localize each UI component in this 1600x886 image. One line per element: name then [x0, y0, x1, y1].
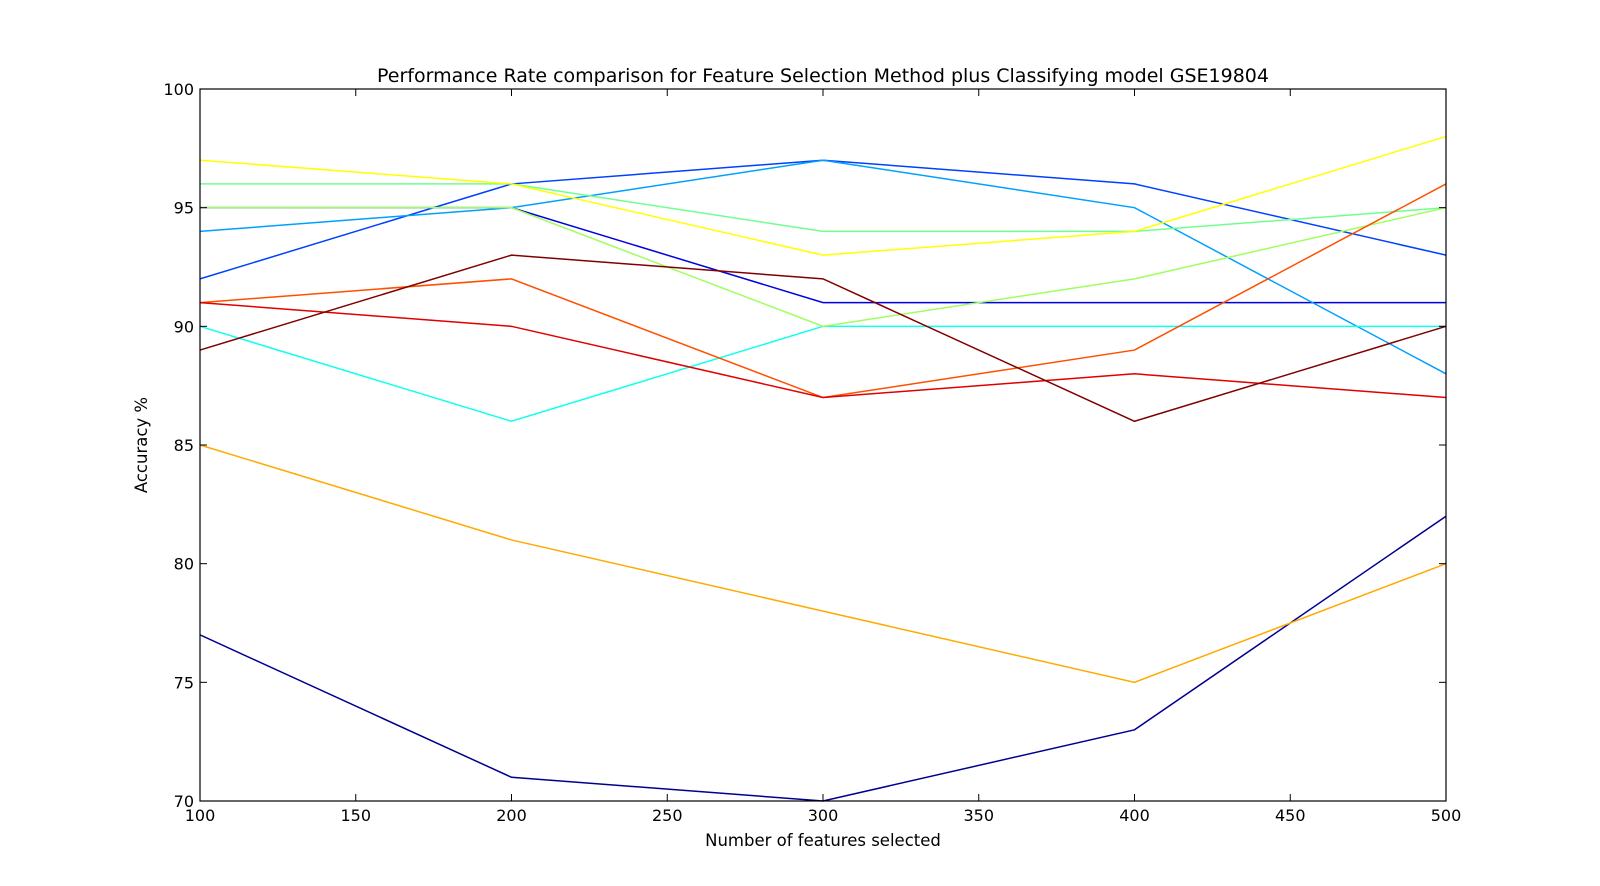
- y-tick-label: 85: [174, 436, 194, 455]
- axes-layer: 100 150 200 250 300 350 400 450 500 70 75 80 85 90 95 1…: [163, 80, 1461, 825]
- y-tick-label: 80: [174, 555, 194, 574]
- y-tick-label: 70: [174, 792, 194, 811]
- series-line-7: [200, 206, 1447, 328]
- series-line-5: [199, 325, 1446, 423]
- y-tick-label: 90: [174, 317, 194, 336]
- x-tick-label: 300: [808, 806, 839, 825]
- series-line-6: [200, 183, 1447, 233]
- x-tick-label: 450: [1275, 806, 1306, 825]
- series-line-11: [199, 301, 1447, 399]
- series-line-12: [199, 254, 1447, 423]
- series-line-1: [199, 515, 1447, 802]
- series-layer: [199, 135, 1447, 802]
- x-tick-label: 400: [1119, 806, 1150, 825]
- y-axis-title: Accuracy %: [132, 397, 151, 493]
- series-line-4: [199, 159, 1447, 375]
- x-tick-label: 350: [963, 806, 994, 825]
- y-tick-label: 75: [174, 673, 194, 692]
- x-tick-label: 200: [496, 806, 527, 825]
- y-tick-label: 100: [163, 80, 194, 99]
- y-tick-label: 95: [174, 199, 194, 218]
- series-line-10: [199, 183, 1447, 399]
- series-line-8: [199, 135, 1447, 256]
- chart-title: Performance Rate comparison for Feature …: [377, 65, 1269, 87]
- series-line-3: [199, 159, 1447, 280]
- plot-frame: [199, 88, 1447, 802]
- x-tick-label: 500: [1431, 806, 1462, 825]
- x-tick-label: 250: [652, 806, 683, 825]
- series-line-9: [199, 444, 1447, 684]
- x-tick-label: 150: [340, 806, 371, 825]
- x-tick-label: 100: [185, 806, 216, 825]
- x-axis-title: Number of features selected: [705, 831, 941, 850]
